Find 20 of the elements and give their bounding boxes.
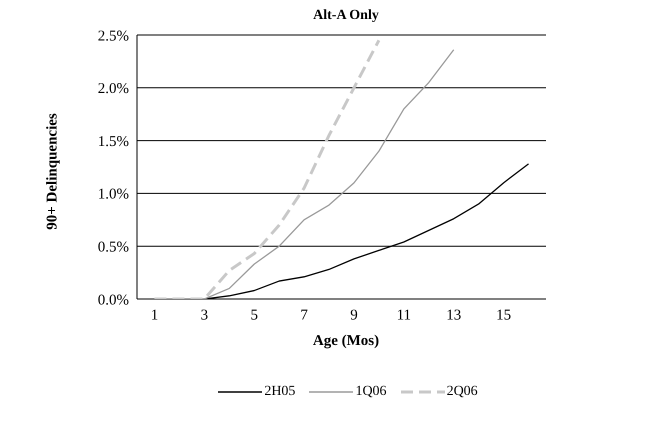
x-tick-label: 3 xyxy=(200,308,208,324)
y-tick-label: 0.5% xyxy=(98,240,129,256)
legend-label: 2H05 xyxy=(263,384,296,400)
x-tick-label: 15 xyxy=(496,308,512,324)
y-tick-label: 2.0% xyxy=(98,81,129,98)
y-tick-label: 1.0% xyxy=(98,186,129,203)
x-axis-title: Age (Mos) xyxy=(312,333,380,350)
x-tick-label: 7 xyxy=(300,308,308,324)
x-tick-label: 11 xyxy=(396,308,412,324)
legend-label: 1Q06 xyxy=(354,384,387,400)
y-tick-label: 2.5% xyxy=(98,28,129,44)
x-tick-label: 9 xyxy=(350,308,358,324)
x-tick-label: 13 xyxy=(446,308,462,324)
y-axis-title: 90+ Delinquencies xyxy=(44,112,62,230)
y-tick-label: 0.0% xyxy=(98,292,129,308)
x-tick-label: 5 xyxy=(250,308,258,324)
y-tick-label: 1.5% xyxy=(98,134,129,150)
legend-label: 2Q06 xyxy=(446,384,478,400)
chart-title: Alt-A Only xyxy=(312,8,380,24)
x-tick-label: 1 xyxy=(150,308,158,324)
